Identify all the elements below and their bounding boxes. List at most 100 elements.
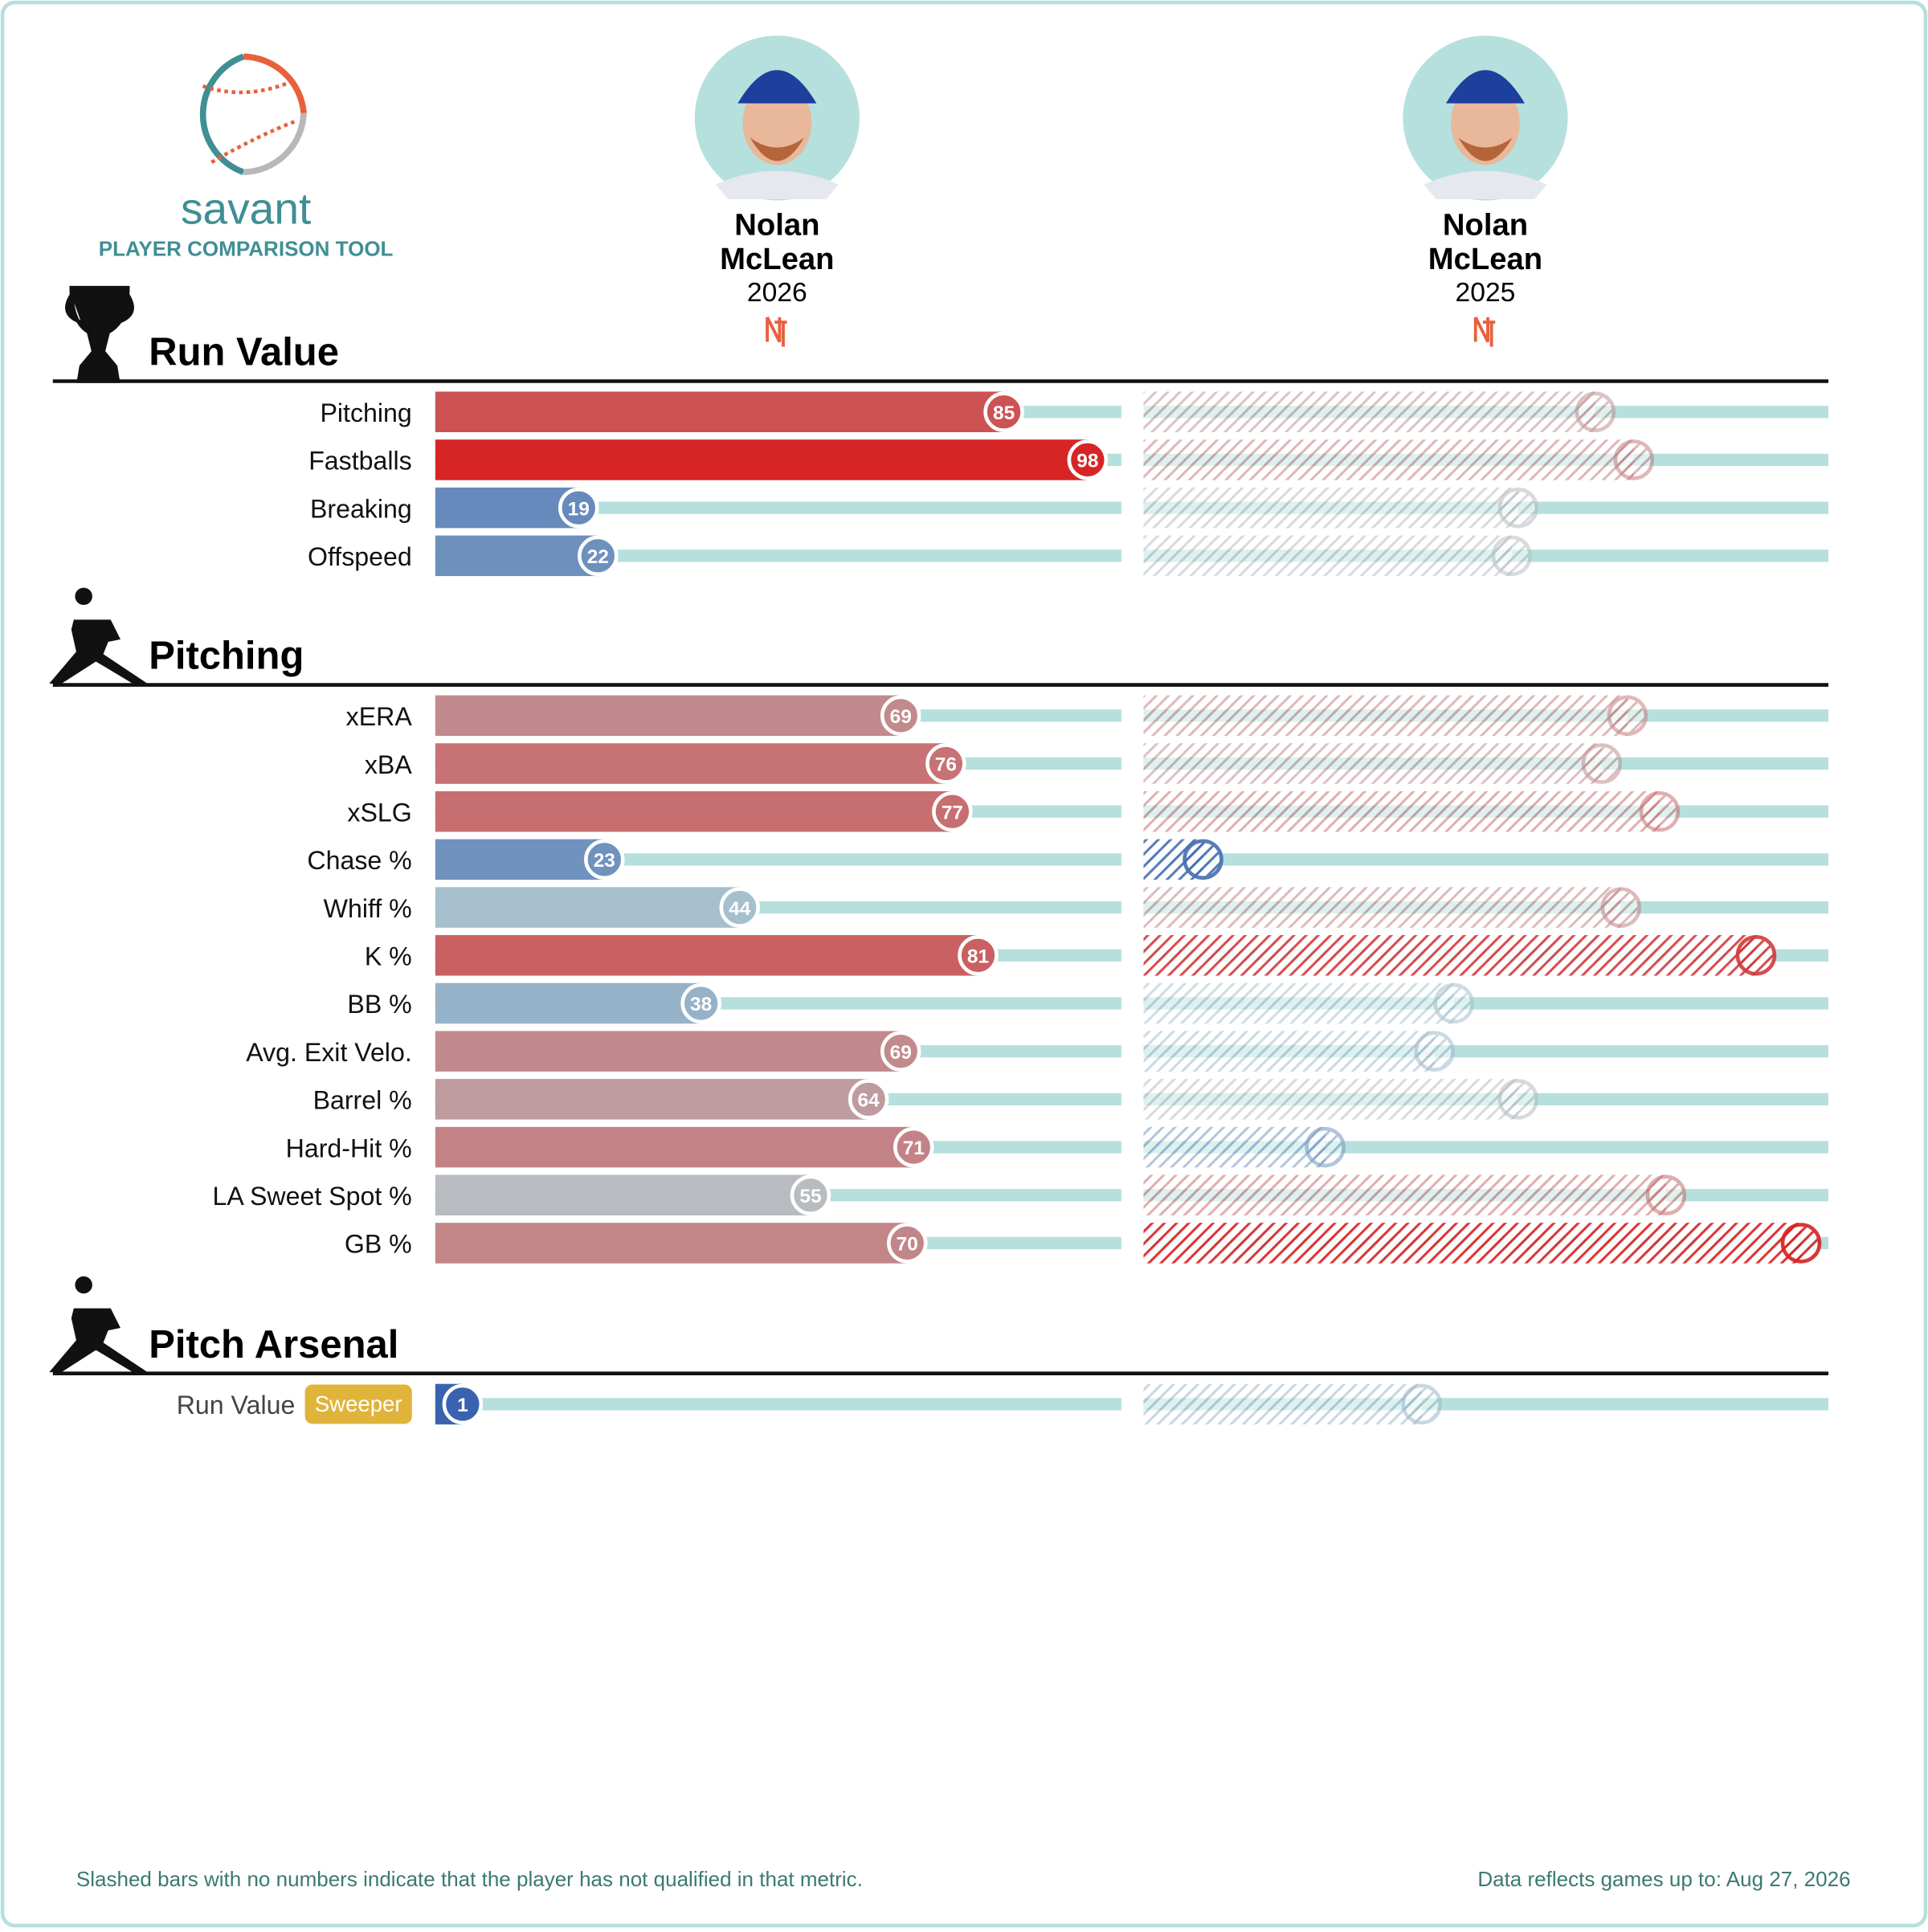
slashed-bar (1143, 487, 1518, 529)
brand: savant (181, 184, 311, 234)
percentile-label: 69 (890, 706, 912, 728)
row-label: Avg. Exit Velo. (246, 1038, 412, 1067)
slashed-dot (1491, 535, 1533, 577)
slashed-dot (1607, 695, 1648, 737)
footer-note: Slashed bars with no numbers indicate th… (76, 1867, 863, 1891)
slashed-bar (1143, 1126, 1326, 1168)
section-title: Pitch Arsenal (149, 1323, 398, 1366)
row-label: Chase % (307, 846, 411, 875)
pitcher-icon (49, 587, 148, 684)
track (435, 501, 1121, 514)
slashed-dot (1305, 1126, 1346, 1168)
percentile-bar (435, 982, 701, 1024)
percentile-label: 77 (942, 802, 963, 823)
row-label: Barrel % (313, 1086, 412, 1115)
percentile-dot (680, 982, 721, 1024)
player-shirt (1424, 170, 1547, 199)
percentile-bar (435, 695, 901, 737)
percentile-bar (435, 391, 1004, 433)
row-label: BB % (347, 990, 411, 1019)
slashed-dot (1581, 743, 1623, 784)
section-title: Run Value (149, 331, 339, 374)
slashed-bar (1143, 1031, 1435, 1072)
footer-updated: Data reflects games up to: Aug 27, 2026 (1477, 1867, 1850, 1891)
percentile-bar (435, 935, 978, 976)
slashed-dot (1497, 487, 1539, 529)
pitch-tag-text: Sweeper (315, 1391, 402, 1416)
team-logo (766, 317, 787, 347)
slashed-dot (1414, 1031, 1455, 1072)
player-season: 2025 (1456, 278, 1516, 308)
percentile-label: 1 (457, 1395, 468, 1416)
sections: Run Value Pitching 85 Fastballs 98 Breaking 19… (49, 285, 1829, 1425)
slashed-bar (1143, 743, 1602, 784)
percentile-dot (893, 1126, 934, 1168)
percentile-dot (790, 1174, 831, 1216)
slashed-bar (1143, 695, 1628, 737)
percentile-dot (880, 1031, 921, 1072)
row-label: Fastballs (308, 447, 412, 476)
percentile-dot (1067, 439, 1109, 480)
percentile-bar (435, 439, 1088, 480)
slashed-dot (1497, 1079, 1539, 1120)
percentile-dot (932, 790, 973, 832)
slashed-dot (1401, 1383, 1442, 1425)
row-label: Offspeed (308, 542, 412, 571)
percentile-label: 23 (594, 850, 615, 872)
slashed-bar (1143, 1079, 1518, 1120)
slashed-bar (1143, 391, 1595, 433)
subtitle: PLAYER COMPARISON TOOL (99, 236, 394, 260)
percentile-label: 69 (890, 1042, 912, 1064)
percentile-dot (983, 391, 1024, 433)
slashed-dot (1639, 790, 1681, 832)
section: Pitching xERA 69 xBA 76 xSLG 77 Chase % 23 Whiff … (49, 587, 1829, 1264)
row-label: Hard-Hit % (286, 1133, 412, 1162)
slashed-dot (1575, 391, 1616, 433)
percentile-label: 38 (690, 994, 712, 1015)
percentile-bar (435, 743, 946, 784)
percentile-dot (558, 487, 599, 529)
slashed-dot (1600, 887, 1642, 928)
percentile-bar (435, 487, 579, 529)
slashed-dot (1645, 1174, 1687, 1216)
slashed-bar (1143, 887, 1621, 928)
percentile-label: 22 (587, 546, 609, 568)
percentile-label: 85 (993, 402, 1015, 424)
percentile-bar (435, 1031, 901, 1072)
slashed-bar (1143, 982, 1454, 1024)
percentile-dot (578, 535, 619, 577)
percentile-dot (958, 935, 999, 976)
row-label: Breaking (310, 494, 412, 523)
percentile-label: 70 (897, 1234, 918, 1256)
slashed-bar (1143, 439, 1634, 480)
pitcher-icon (49, 1276, 148, 1373)
percentile-dot (887, 1223, 928, 1264)
percentile-label: 44 (729, 898, 751, 920)
percentile-dot (848, 1079, 889, 1120)
percentile-bar (435, 790, 953, 832)
player-first: Nolan (1443, 207, 1528, 242)
player-cap (737, 70, 817, 104)
percentile-bar (435, 1223, 908, 1264)
percentile-bar (435, 1079, 869, 1120)
percentile-label: 98 (1076, 451, 1098, 472)
row-label: Run Value (177, 1391, 296, 1419)
player-beard (1458, 137, 1513, 161)
slashed-bar (1143, 1174, 1666, 1216)
slashed-bar (1143, 535, 1512, 577)
row-label: K % (365, 942, 412, 971)
player-first: Nolan (734, 207, 819, 242)
slashed-bar (1143, 790, 1660, 832)
section: Pitch Arsenal Run Value Sweeper 1 (49, 1276, 1829, 1425)
percentile-label: 76 (935, 754, 957, 776)
player-last: McLean (1428, 242, 1542, 276)
row-label: LA Sweet Spot % (213, 1182, 412, 1211)
percentile-dot (719, 887, 761, 928)
percentile-dot (584, 839, 625, 880)
percentile-label: 64 (858, 1090, 880, 1112)
slashed-bar (1143, 935, 1756, 976)
percentile-dot (925, 743, 966, 784)
track (435, 1398, 1121, 1411)
row-label: xBA (365, 750, 412, 779)
